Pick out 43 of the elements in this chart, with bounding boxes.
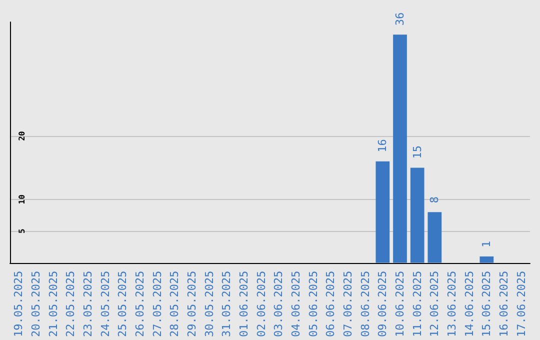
x-tick-label: 10.06.2025 xyxy=(394,270,406,338)
x-tick-label: 13.06.2025 xyxy=(446,270,458,338)
x-tick-label: 25.05.2025 xyxy=(116,270,130,338)
x-tick-label: 31.05.2025 xyxy=(220,270,234,338)
x-tick-label: 14.06.2025 xyxy=(462,270,476,338)
x-tick-label: 02.06.2025 xyxy=(254,270,268,338)
bar xyxy=(376,161,390,263)
y-tick-label: 5 xyxy=(18,228,26,234)
x-tick-label: 24.05.2025 xyxy=(98,270,112,338)
x-tick-label: 29.05.2025 xyxy=(186,270,198,338)
x-tick-label: 19.05.2025 xyxy=(12,270,26,338)
x-tick-label: 15.06.2025 xyxy=(480,270,494,338)
x-tick-label: 03.06.2025 xyxy=(272,270,286,338)
x-tick-label: 26.05.2025 xyxy=(134,270,146,338)
data-label: 15 xyxy=(410,145,424,159)
x-tick-label: 01.06.2025 xyxy=(238,270,250,338)
x-tick-label: 12.06.2025 xyxy=(428,270,442,338)
data-label: 36 xyxy=(394,12,406,26)
x-tick-label: 23.05.2025 xyxy=(82,270,94,338)
data-label: 8 xyxy=(428,196,442,204)
x-tick-label: 05.06.2025 xyxy=(306,270,320,338)
x-tick-label: 04.06.2025 xyxy=(290,270,302,338)
bar xyxy=(410,168,424,263)
y-tick-label: 10 xyxy=(18,194,26,204)
x-tick-label: 30.05.2025 xyxy=(202,270,216,338)
x-tick-label: 11.06.2025 xyxy=(410,270,424,338)
x-tick-label: 22.05.2025 xyxy=(64,270,78,338)
x-tick-label: 21.05.2025 xyxy=(46,270,60,338)
y-tick-label: 20 xyxy=(18,131,26,141)
x-tick-label: 27.05.2025 xyxy=(150,270,164,338)
bar xyxy=(480,256,494,263)
data-label: 16 xyxy=(376,139,390,152)
x-tick-label: 20.05.2025 xyxy=(30,270,42,338)
x-tick-label: 17.06.2025 xyxy=(514,270,528,338)
x-tick-label: 08.06.2025 xyxy=(358,270,372,338)
x-tick-label: 16.06.2025 xyxy=(498,270,510,338)
bar xyxy=(428,212,442,263)
x-tick-label: 06.06.2025 xyxy=(324,270,338,338)
x-tick-label: 09.06.2025 xyxy=(376,270,390,338)
x-tick-label: 28.05.2025 xyxy=(168,270,182,338)
data-label: 1 xyxy=(480,240,494,248)
x-tick-label: 07.06.2025 xyxy=(342,270,354,338)
bar xyxy=(393,34,407,263)
